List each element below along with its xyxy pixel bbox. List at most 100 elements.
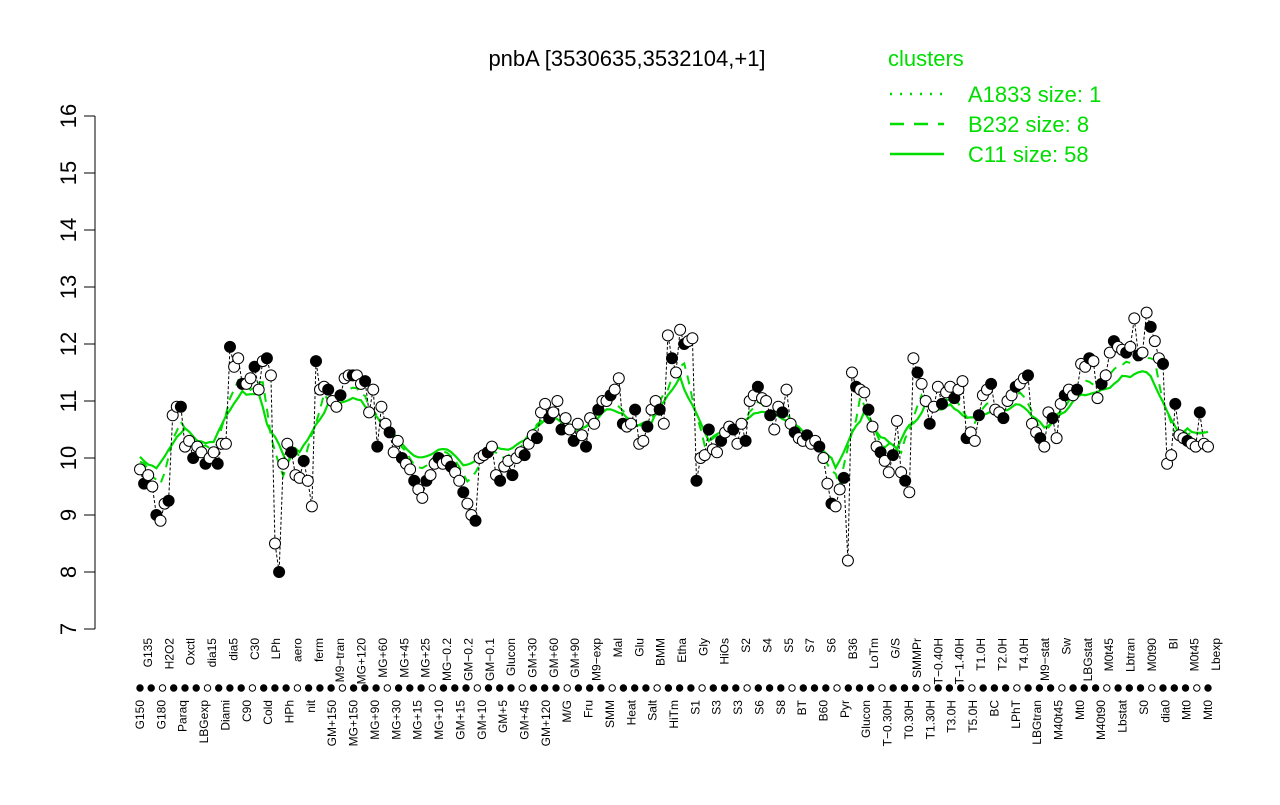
- data-point: [1169, 397, 1182, 410]
- sample-marker: [158, 684, 167, 692]
- legend-label: C11 size: 58: [968, 142, 1089, 167]
- y-tick-label: 8: [56, 566, 81, 578]
- sample-marker: [282, 684, 290, 692]
- sample-marker: [529, 684, 538, 692]
- y-tick-label: 12: [56, 332, 81, 356]
- sample-marker: [372, 684, 380, 692]
- x-tick-label: Sw: [1060, 638, 1074, 655]
- legend-label: A1833 size: 1: [968, 82, 1101, 107]
- x-tick-label: T2.0H: [995, 638, 1009, 671]
- y-tick-label: 10: [56, 446, 81, 470]
- sample-marker: [810, 684, 819, 692]
- x-tick-label: Diami: [218, 700, 232, 731]
- data-point: [563, 423, 576, 436]
- sample-marker: [844, 684, 852, 692]
- sample-marker: [822, 684, 830, 692]
- x-tick-label: Glu: [632, 638, 646, 657]
- x-tick-label: S3: [731, 700, 745, 715]
- x-tick-label: M9−tran: [333, 638, 347, 682]
- data-point: [1148, 335, 1161, 348]
- x-tick-label: MG+10: [432, 700, 446, 740]
- sample-marker: [451, 684, 459, 692]
- data-point: [1022, 369, 1034, 382]
- data-point: [305, 500, 318, 513]
- legend: clusters A1833 size: 1 B232 size: 8 C11 si…: [888, 46, 1101, 167]
- data-point: [322, 383, 335, 396]
- data-point: [547, 406, 560, 419]
- sample-marker: [237, 684, 245, 692]
- data-point: [907, 352, 920, 365]
- data-point: [985, 377, 998, 390]
- data-point: [453, 474, 466, 487]
- sample-marker: [788, 684, 796, 692]
- data-point: [580, 440, 592, 453]
- x-tick-label: GM+150: [325, 700, 339, 747]
- x-tick-label: C90: [240, 700, 254, 722]
- chart-title: pnbA [3530635,3532104,+1]: [488, 46, 765, 71]
- sample-marker: [136, 684, 144, 692]
- y-tick-label: 11: [56, 390, 81, 413]
- data-point: [518, 449, 531, 462]
- data-point: [183, 434, 196, 447]
- data-point: [219, 437, 232, 450]
- sample-marker: [923, 684, 931, 692]
- x-tick-label: G150: [133, 700, 147, 730]
- sample-marker: [496, 684, 504, 692]
- sample-marker: [563, 684, 571, 692]
- data-point: [506, 469, 519, 482]
- data-point: [248, 360, 261, 373]
- sample-marker: [316, 684, 324, 692]
- sample-marker: [934, 684, 942, 692]
- sample-marker: [484, 684, 493, 692]
- data-point: [310, 355, 322, 368]
- x-tick-label: MG+120: [355, 638, 369, 685]
- x-tick-label: SMMPr: [910, 638, 924, 678]
- data-point: [485, 440, 498, 453]
- x-tick-label: BT: [795, 699, 809, 715]
- x-tick-label: Mt0: [1180, 700, 1194, 720]
- x-tick-label: T3.0H: [945, 700, 959, 733]
- sample-marker: [957, 684, 965, 692]
- data-point: [657, 417, 670, 430]
- sample-marker: [900, 684, 909, 692]
- sample-marker: [855, 684, 864, 692]
- data-point: [146, 480, 159, 493]
- sample-marker: [394, 684, 403, 692]
- x-tick-label: S4: [760, 638, 774, 653]
- x-tick-label: Oxctl: [184, 638, 198, 665]
- data-point: [702, 423, 715, 436]
- data-point: [956, 375, 969, 388]
- sample-marker: [271, 684, 279, 692]
- data-point: [391, 434, 404, 447]
- data-point: [882, 466, 895, 479]
- sample-marker: [327, 684, 335, 692]
- y-tick-label: 16: [56, 104, 81, 128]
- x-tick-label: S8: [774, 700, 788, 715]
- x-tick-label: LoTm: [867, 638, 881, 669]
- data-point: [760, 395, 773, 407]
- sample-marker: [181, 684, 189, 692]
- sample-marker: [1069, 684, 1077, 692]
- x-tick-label: GM+15: [453, 700, 467, 740]
- x-tick-label: S5: [782, 638, 796, 653]
- x-tick-label: Glucon: [504, 638, 518, 676]
- data-point: [383, 426, 396, 439]
- data-point: [817, 452, 830, 464]
- x-tick-label: GM+60: [547, 638, 561, 678]
- x-tick-label: SMM: [603, 700, 617, 728]
- data-point: [1165, 449, 1178, 462]
- sample-marker: [945, 684, 954, 692]
- x-tick-label: GM+45: [518, 700, 532, 740]
- sample-marker: [338, 684, 347, 692]
- x-tick-label: G135: [141, 638, 155, 668]
- data-point: [653, 403, 666, 416]
- expression-series: [134, 306, 1214, 578]
- sample-marker: [597, 684, 605, 692]
- data-point: [915, 377, 928, 390]
- sample-marker: [349, 684, 358, 692]
- sample-marker: [754, 684, 762, 692]
- x-tick-label: HiOs: [718, 638, 732, 665]
- sample-marker: [203, 684, 212, 692]
- data-point: [211, 457, 224, 470]
